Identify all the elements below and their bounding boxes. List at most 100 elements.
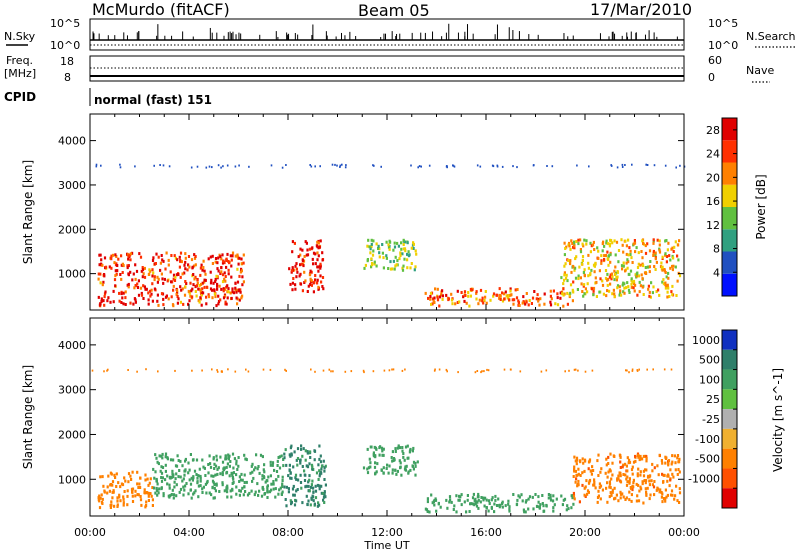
data-cell [193,469,197,473]
data-cell [508,298,511,302]
data-cell-sparse [631,369,634,372]
data-cell [625,252,628,256]
data-cell [185,482,188,485]
data-cell [436,298,440,302]
data-cell [194,290,197,293]
data-cell [183,293,187,297]
data-cell [589,241,592,245]
data-cell [613,497,616,501]
data-cell [127,257,130,261]
data-cell [296,270,299,274]
data-cell [555,497,558,501]
data-cell [234,286,237,290]
data-cell [466,498,469,502]
data-cell [230,275,233,279]
data-cell [107,296,110,300]
data-cell [234,281,237,285]
data-cell [221,253,224,257]
data-cell [678,487,681,491]
data-cell [287,487,290,491]
data-cell [629,249,632,253]
data-cell [412,460,416,464]
data-cell [322,459,325,463]
data-cell [290,476,293,480]
data-cell [484,295,487,299]
data-cell [319,454,322,458]
data-cell [240,472,243,476]
data-cell [178,265,181,269]
data-cell [156,489,159,493]
data-cell [664,499,667,503]
data-cell [614,273,617,276]
data-cell-sparse [328,368,331,371]
data-cell-sparse [652,368,654,371]
data-cell [199,476,202,480]
data-cell [463,299,466,303]
data-cell [656,238,659,242]
data-cell-sparse [216,369,218,372]
data-cell [319,274,322,278]
data-cell [129,270,132,274]
data-cell [151,504,154,507]
data-cell [196,278,199,282]
data-cell [155,486,158,490]
data-cell [303,270,306,274]
data-cell [98,506,102,510]
data-cell-sparse [106,369,108,372]
data-cell [452,508,455,511]
data-cell [414,461,417,465]
data-cell-sparse [610,164,612,167]
data-cell [489,298,492,302]
colorbar-swatch [722,162,737,185]
data-cell [200,293,203,297]
data-cell [466,494,469,497]
data-cell [582,461,585,465]
data-cell [316,258,319,262]
data-cell [609,452,612,456]
data-cell [311,479,314,483]
data-cell [164,463,167,467]
data-cell [116,264,119,267]
colorbar-tick-label: 12 [706,219,720,232]
data-cell [231,482,234,485]
data-cell [660,495,663,499]
data-cell [636,293,639,297]
data-cell [203,285,206,289]
colorbar-tick-label: 16 [706,195,720,208]
data-cell [211,262,214,265]
data-cell [240,257,243,261]
data-cell [648,290,651,294]
data-cell [661,255,664,259]
data-cell [171,488,174,492]
data-cell [401,252,404,256]
data-cell [140,503,143,507]
data-cell [252,476,255,480]
data-cell [161,476,164,480]
data-cell [606,272,609,276]
data-cell [362,466,366,470]
data-cell [574,459,577,463]
data-cell [232,466,235,470]
data-cell [484,496,487,500]
data-cell [492,292,496,296]
data-cell [139,498,143,502]
data-cell [323,478,326,481]
data-cell [236,468,239,471]
data-cell [631,484,634,488]
data-cell [280,493,283,496]
data-cell [318,484,321,488]
data-cell [394,264,397,268]
data-cell [304,279,307,283]
data-cell [117,481,120,485]
data-cell [191,295,194,299]
data-cell [177,273,180,276]
data-cell [517,301,520,305]
data-cell [631,472,634,476]
data-cell [106,299,109,303]
data-cell [210,474,213,478]
data-cell [399,446,402,450]
data-cell [100,262,103,266]
data-cell [608,275,611,279]
data-cell [288,267,291,271]
data-cell [321,258,324,262]
